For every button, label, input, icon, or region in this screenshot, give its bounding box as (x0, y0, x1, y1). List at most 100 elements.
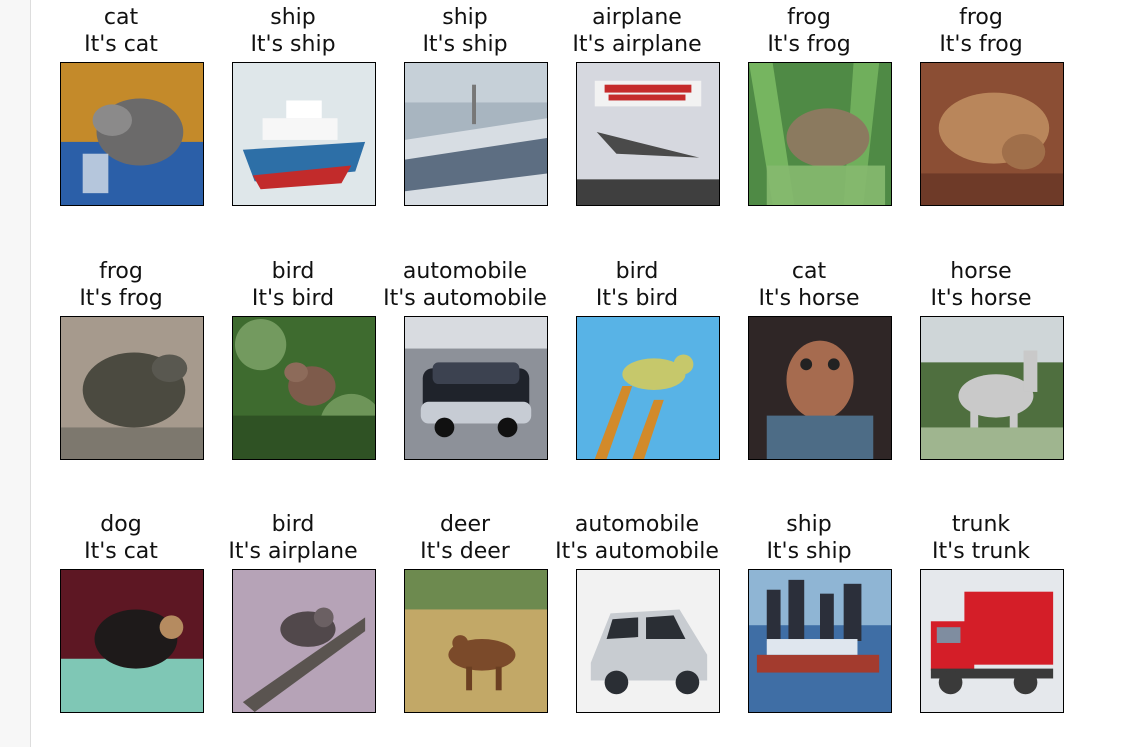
frog-photo-icon (749, 63, 891, 205)
true-label: airplane (592, 5, 682, 30)
cell-caption: ship It's ship (719, 511, 899, 565)
grid-cell: cat It's cat (31, 0, 211, 220)
grid-cell: deer It's deer (375, 507, 555, 727)
predicted-label: It's bird (251, 286, 335, 311)
true-label: dog (100, 512, 142, 537)
frog-photo-icon (61, 317, 203, 459)
image-thumbnail (232, 569, 376, 713)
cell-caption: bird It's bird (547, 258, 727, 312)
image-thumbnail (748, 62, 892, 206)
true-label: cat (103, 5, 139, 30)
image-thumbnail (404, 316, 548, 460)
cell-caption: frog It's frog (891, 4, 1071, 58)
predicted-label: It's ship (766, 539, 852, 564)
true-label: automobile (574, 512, 700, 537)
cell-caption: automobile It's automobile (547, 511, 727, 565)
cell-caption: deer It's deer (375, 511, 555, 565)
image-thumbnail (748, 316, 892, 460)
predicted-label: It's ship (422, 32, 508, 57)
true-label: frog (99, 259, 143, 284)
cell-caption: ship It's ship (203, 4, 383, 58)
image-thumbnail (920, 62, 1064, 206)
true-label: trunk (951, 512, 1011, 537)
image-thumbnail (576, 569, 720, 713)
true-label: ship (270, 5, 316, 30)
grid-cell: frog It's frog (31, 254, 211, 474)
predicted-label: It's frog (79, 286, 163, 311)
predicted-label: It's cat (84, 32, 158, 57)
true-label: horse (950, 259, 1012, 284)
cell-caption: trunk It's trunk (891, 511, 1071, 565)
cell-caption: frog It's frog (719, 4, 899, 58)
cell-caption: dog It's cat (31, 511, 211, 565)
bird-photo-icon (233, 570, 375, 712)
grid-cell: automobile It's automobile (375, 254, 555, 474)
ship-photo-icon (233, 63, 375, 205)
predicted-label: It's automobile (383, 286, 547, 311)
predicted-label: It's ship (250, 32, 336, 57)
image-thumbnail (404, 62, 548, 206)
grid-cell: horse It's horse (891, 254, 1071, 474)
image-thumbnail (576, 62, 720, 206)
cell-caption: bird It's airplane (203, 511, 383, 565)
bird-photo-icon (577, 317, 719, 459)
cell-caption: horse It's horse (891, 258, 1071, 312)
predicted-label: It's airplane (228, 539, 358, 564)
image-thumbnail (920, 316, 1064, 460)
ship-photo-icon (405, 63, 547, 205)
cat-photo-icon (749, 317, 891, 459)
true-label: frog (959, 5, 1003, 30)
dog-photo-icon (61, 570, 203, 712)
ship-photo-icon (749, 570, 891, 712)
predicted-label: It's airplane (572, 32, 702, 57)
grid-cell: frog It's frog (719, 0, 899, 220)
predicted-label: It's automobile (555, 539, 719, 564)
grid-cell: automobile It's automobile (547, 507, 727, 727)
predicted-label: It's frog (939, 32, 1023, 57)
bird-photo-icon (233, 317, 375, 459)
cell-caption: ship It's ship (375, 4, 555, 58)
true-label: bird (271, 512, 315, 537)
true-label: bird (615, 259, 659, 284)
predicted-label: It's frog (767, 32, 851, 57)
car-photo-icon (405, 317, 547, 459)
grid-cell: ship It's ship (203, 0, 383, 220)
grid-cell: bird It's bird (547, 254, 727, 474)
grid-cell: ship It's ship (719, 507, 899, 727)
car-photo-icon (577, 570, 719, 712)
cell-caption: bird It's bird (203, 258, 383, 312)
grid-cell: trunk It's trunk (891, 507, 1071, 727)
cell-caption: automobile It's automobile (375, 258, 555, 312)
true-label: ship (442, 5, 488, 30)
predicted-label: It's cat (84, 539, 158, 564)
cell-caption: cat It's cat (31, 4, 211, 58)
true-label: deer (439, 512, 491, 537)
true-label: frog (787, 5, 831, 30)
true-label: ship (786, 512, 832, 537)
cell-caption: frog It's frog (31, 258, 211, 312)
grid-cell: airplane It's airplane (547, 0, 727, 220)
image-thumbnail (60, 62, 204, 206)
true-label: automobile (402, 259, 528, 284)
predicted-label: It's deer (420, 539, 510, 564)
predicted-label: It's horse (930, 286, 1032, 311)
grid-cell: bird It's bird (203, 254, 383, 474)
image-thumbnail (60, 316, 204, 460)
notebook-left-rail (0, 0, 31, 747)
grid-cell: ship It's ship (375, 0, 555, 220)
cell-caption: airplane It's airplane (547, 4, 727, 58)
cat-photo-icon (61, 63, 203, 205)
airplane-photo-icon (577, 63, 719, 205)
image-thumbnail (232, 62, 376, 206)
image-thumbnail (576, 316, 720, 460)
true-label: bird (271, 259, 315, 284)
predicted-label: It's bird (595, 286, 679, 311)
true-label: cat (791, 259, 827, 284)
grid-cell: frog It's frog (891, 0, 1071, 220)
image-thumbnail (60, 569, 204, 713)
grid-cell: dog It's cat (31, 507, 211, 727)
predicted-label: It's horse (758, 286, 860, 311)
image-thumbnail (404, 569, 548, 713)
deer-photo-icon (405, 570, 547, 712)
